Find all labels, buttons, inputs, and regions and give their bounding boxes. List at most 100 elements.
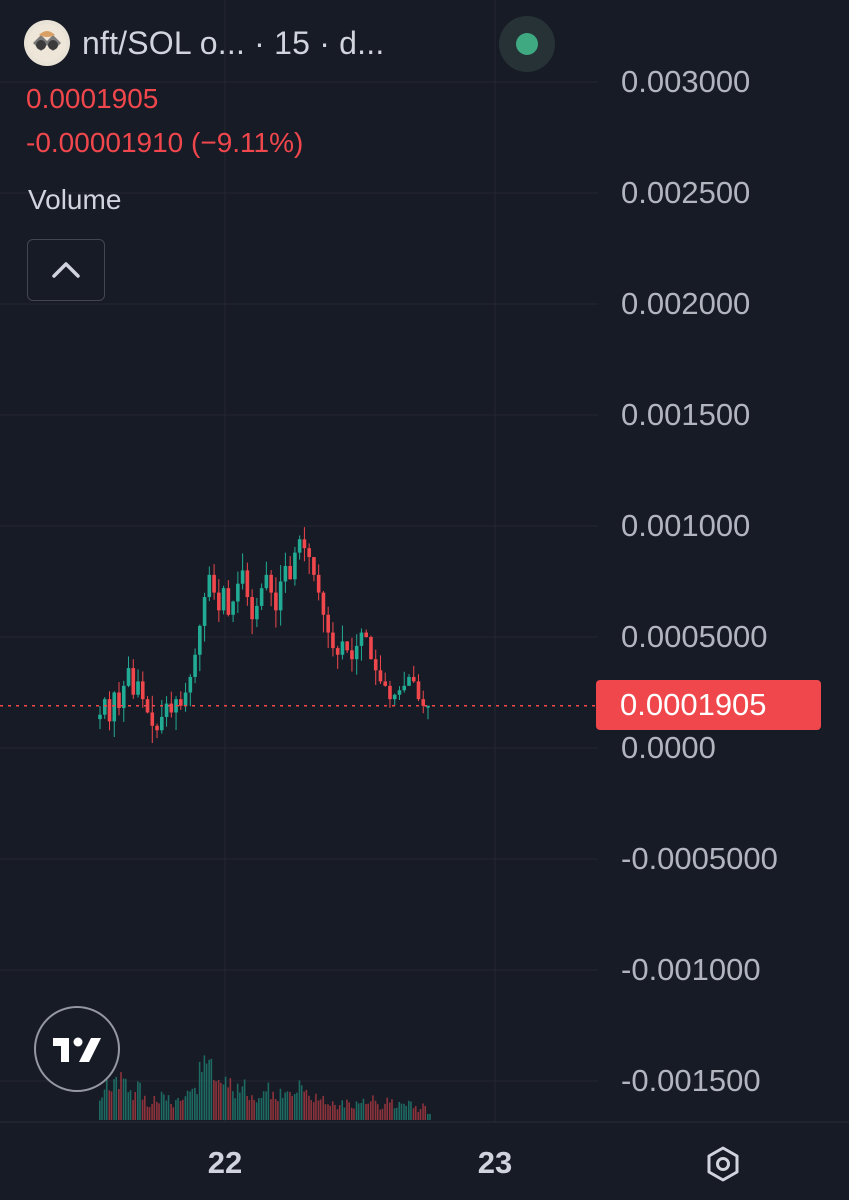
price-axis-label: 0.001500 <box>621 397 751 432</box>
volume-bar <box>258 1098 260 1120</box>
candle-body <box>283 565 288 582</box>
candle-body <box>217 592 221 611</box>
symbol-title[interactable]: nft/SOL o... · 15 · d... <box>82 24 385 61</box>
volume-bar <box>205 1063 208 1120</box>
volume-bar <box>129 1090 132 1120</box>
volume-bar <box>191 1088 194 1120</box>
volume-bar <box>224 1076 227 1120</box>
volume-bar <box>393 1108 396 1120</box>
volume-indicator-label[interactable]: Volume <box>28 184 122 215</box>
last-price: 0.0001905 <box>26 83 159 114</box>
candle-body <box>378 670 383 682</box>
volume-bar <box>265 1091 267 1120</box>
candle-body <box>269 574 273 593</box>
volume-bar <box>172 1107 175 1120</box>
volume-bar <box>198 1061 201 1120</box>
volume-bar <box>341 1100 344 1120</box>
coin-logo-icon <box>24 20 70 66</box>
candle-body <box>364 632 369 637</box>
candle-body <box>202 597 207 626</box>
volume-bar <box>243 1079 246 1120</box>
volume-bar <box>410 1101 412 1120</box>
volume-bar <box>355 1101 358 1120</box>
volume-bar <box>372 1095 374 1120</box>
volume-bar <box>417 1111 420 1120</box>
volume-bar <box>279 1088 282 1120</box>
volume-bar <box>182 1099 184 1120</box>
volume-bar <box>360 1102 363 1120</box>
candle-body <box>402 685 407 691</box>
volume-bar <box>398 1101 401 1120</box>
volume-bar <box>132 1099 134 1120</box>
candle-body <box>278 581 283 611</box>
volume-bar <box>336 1109 339 1120</box>
volume-bar <box>338 1105 341 1120</box>
candle-body <box>350 650 354 660</box>
volume-bar <box>151 1104 153 1120</box>
candle-body <box>207 574 212 598</box>
volume-bar <box>286 1091 289 1120</box>
settings-button[interactable] <box>703 1144 743 1184</box>
candle-body <box>140 681 145 700</box>
candle-body <box>183 692 188 706</box>
candle-body <box>340 641 345 655</box>
volume-bar <box>120 1072 122 1120</box>
volume-bar <box>267 1082 270 1120</box>
volume-bar <box>239 1092 241 1120</box>
price-change: -0.00001910 (−9.11%) <box>26 127 304 158</box>
volume-bar <box>291 1095 293 1120</box>
candle-body <box>188 676 193 693</box>
volume-bar <box>232 1091 234 1120</box>
volume-bar <box>346 1099 348 1120</box>
volume-bar <box>253 1099 255 1120</box>
price-axis-label: 0.002000 <box>621 286 751 321</box>
volume-bar <box>236 1083 239 1120</box>
candle-body <box>193 654 197 677</box>
volume-bar <box>362 1098 365 1120</box>
candle-body <box>169 703 174 713</box>
volume-bar <box>334 1104 336 1120</box>
volume-bar <box>122 1078 125 1120</box>
volume-bar <box>374 1100 377 1120</box>
volume-bar <box>414 1106 417 1120</box>
candle-body <box>373 659 378 671</box>
market-status-indicator[interactable] <box>499 16 555 72</box>
volume-bar <box>308 1095 310 1120</box>
volume-bar <box>395 1107 398 1120</box>
volume-bar <box>248 1100 251 1120</box>
volume-bar <box>312 1102 315 1120</box>
volume-bar <box>350 1107 353 1120</box>
tradingview-logo-icon[interactable] <box>34 1006 120 1092</box>
candle-body <box>388 685 392 700</box>
volume-bar <box>222 1084 225 1120</box>
volume-bar <box>137 1081 139 1120</box>
candlestick-series <box>98 527 430 744</box>
volume-bar <box>260 1097 263 1120</box>
collapse-legend-button[interactable] <box>27 239 105 301</box>
volume-bar <box>101 1097 103 1120</box>
volume-bar <box>327 1104 329 1120</box>
volume-bar <box>215 1081 217 1120</box>
volume-bar <box>412 1108 415 1120</box>
candle-body <box>131 668 136 695</box>
volume-bar <box>281 1097 284 1120</box>
volume-bar <box>305 1089 308 1120</box>
price-axis-label: 0.003000 <box>621 64 751 99</box>
volume-bar <box>241 1086 244 1120</box>
volume-bar <box>272 1091 274 1120</box>
volume-bar <box>270 1099 272 1120</box>
volume-bar <box>317 1100 320 1120</box>
volume-bar <box>329 1105 331 1120</box>
volume-bar <box>156 1101 158 1120</box>
symbol-header[interactable]: nft/SOL o... · 15 · d... <box>24 18 384 68</box>
volume-bar <box>296 1092 298 1120</box>
volume-bar <box>139 1082 141 1120</box>
candle-body <box>345 641 349 651</box>
volume-bar <box>194 1087 196 1120</box>
candle-body <box>245 570 250 598</box>
candle-body <box>121 685 126 709</box>
volume-bar <box>386 1097 389 1120</box>
volume-bar <box>284 1092 286 1120</box>
volume-bar <box>303 1091 306 1120</box>
